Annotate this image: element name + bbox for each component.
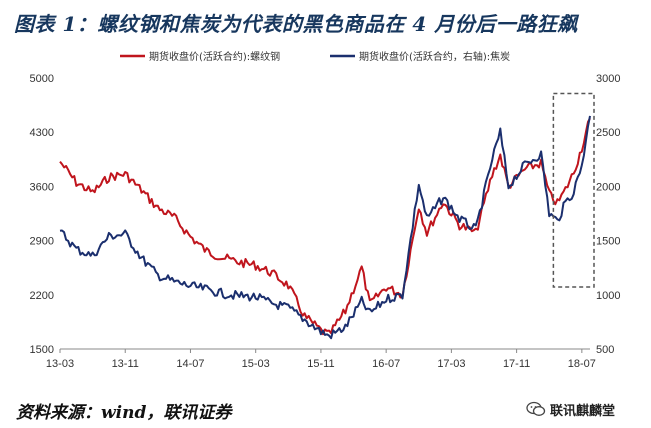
legend-label-rebar: 期货收盘价(活跃合约):螺纹钢 bbox=[149, 50, 280, 63]
x-axis-tick-label: 18-07 bbox=[568, 358, 596, 370]
right-axis-tick-label: 500 bbox=[596, 344, 614, 356]
x-axis-tick-label: 17-03 bbox=[437, 358, 465, 370]
left-axis-tick-label: 5000 bbox=[30, 73, 54, 85]
right-axis-tick-label: 2000 bbox=[596, 181, 620, 193]
wechat-logo-icon bbox=[526, 401, 546, 416]
right-axis-tick-label: 3000 bbox=[596, 73, 620, 85]
right-axis-tick-label: 2500 bbox=[596, 127, 620, 139]
series-line-coke bbox=[59, 115, 591, 340]
x-axis-tick-label: 16-07 bbox=[372, 358, 400, 370]
left-axis-tick-label: 3600 bbox=[30, 181, 54, 193]
line-chart: 1500 2200 2900 3600 4300 5000 500 1000 1500 2000… bbox=[30, 50, 621, 370]
x-axis-tick-label: 15-11 bbox=[307, 358, 334, 370]
page-title: 图表 1：螺纹钢和焦炭为代表的黑色商品在 4 月份后一路狂飙 bbox=[14, 12, 578, 36]
legend: 期货收盘价(活跃合约):螺纹钢 期货收盘价(活跃合约，右轴):焦炭 bbox=[120, 50, 510, 63]
left-axis-tick-label: 4300 bbox=[30, 127, 54, 139]
right-axis-ticks: 500 1000 1500 2000 2500 3000 bbox=[596, 73, 620, 356]
left-axis-ticks: 1500 2200 2900 3600 4300 5000 bbox=[30, 73, 54, 356]
watermark-text: 联讯麒麟堂 bbox=[550, 403, 616, 419]
series-line-rebar bbox=[59, 117, 591, 336]
right-axis-tick-label: 1000 bbox=[596, 290, 620, 302]
x-axis-tick-label: 15-03 bbox=[242, 358, 270, 370]
x-axis-tick-label: 13-03 bbox=[46, 358, 74, 370]
x-axis-tick-label: 14-07 bbox=[176, 358, 204, 370]
legend-label-coke: 期货收盘价(活跃合约，右轴):焦炭 bbox=[359, 50, 510, 63]
left-axis-tick-label: 2900 bbox=[30, 236, 54, 248]
source-note: 资料来源：wind，联讯证券 bbox=[16, 403, 232, 423]
x-axis-tick-label: 13-11 bbox=[112, 358, 139, 370]
x-axis-ticks: 13-03 13-11 14-07 15-03 15-11 16-07 17-03 17-11… bbox=[46, 349, 596, 370]
left-axis-tick-label: 1500 bbox=[30, 344, 54, 356]
right-axis-tick-label: 1500 bbox=[596, 236, 620, 248]
watermark: 联讯麒麟堂 bbox=[526, 398, 615, 420]
highlight-box bbox=[552, 92, 595, 288]
left-axis-tick-label: 2200 bbox=[30, 290, 54, 302]
x-axis-tick-label: 17-11 bbox=[503, 358, 530, 370]
